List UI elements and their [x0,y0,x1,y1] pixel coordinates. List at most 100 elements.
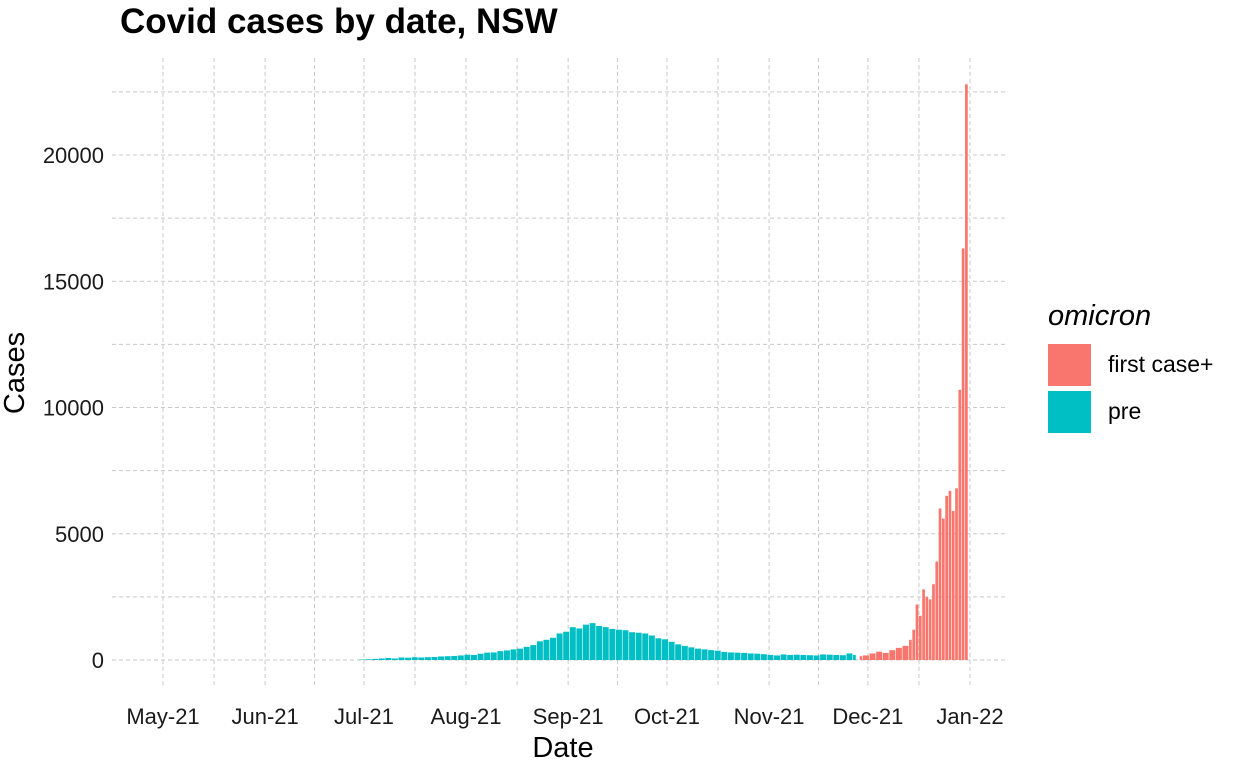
bar-2021-12-23 [938,508,942,660]
bar-2021-12-18 [922,589,925,660]
x-tick-labels: May-21 Jun-21 Jul-21 Aug-21 Sep-21 Oct-21 Nov-… [126,704,1003,729]
bar-2021-10-24 [741,652,748,660]
bar-2021-10-10 [694,648,701,660]
bar-2021-07-28 [451,655,458,660]
bar-2021-07-24 [438,656,445,660]
legend-title: omicron [1048,300,1152,332]
bar-2021-09-18 [622,630,629,660]
bar-2021-08-03 [470,654,477,660]
legend-label-pre: pre [1108,398,1142,424]
bar-2021-12-21 [932,584,935,660]
y-tick-label: 15000 [43,269,104,294]
bar-2021-11-15 [813,655,820,660]
bar-2021-07-12 [398,657,405,660]
bar-2021-10-06 [681,645,688,660]
bar-2021-11-13 [806,655,813,660]
bar-2021-11-09 [793,654,800,660]
bar-2021-07-04 [372,658,379,660]
bar-2021-07-10 [391,658,398,660]
y-tick-label: 5000 [55,522,104,547]
legend-item-pre: pre [1048,388,1213,435]
bar-2021-08-15 [510,649,517,660]
bar-2021-07-14 [405,657,412,660]
bar-2021-11-07 [787,654,794,660]
bar-2021-11-27 [853,654,856,660]
bar-2021-09-28 [655,638,662,660]
x-tick-label: Jun-21 [231,704,298,729]
bar-2021-09-04 [576,628,583,660]
bar-2021-07-30 [457,655,464,660]
bar-2021-11-19 [826,654,833,660]
bar-2021-11-23 [839,655,846,660]
bar-2021-12-24 [942,518,945,660]
bar-2021-10-04 [675,644,682,660]
bar-2021-07-18 [418,657,425,660]
x-axis-label: Date [532,732,593,764]
bar-2021-10-30 [760,654,767,660]
bar-2021-10-08 [688,647,695,660]
x-tick-label: Oct-21 [634,704,700,729]
bar-2021-12-15 [912,629,916,660]
y-axis-label: Cases [0,332,31,414]
grid-lines [112,58,1005,688]
bar-2021-06-30 [358,659,365,660]
bar-2021-12-27 [951,511,955,660]
x-tick-label: Jul-21 [334,704,394,729]
bar-2021-07-20 [424,657,431,660]
bar-2021-08-13 [503,650,510,660]
bar-2021-10-20 [727,652,734,660]
bar-2021-10-18 [721,651,728,660]
bar-2021-11-05 [780,654,787,660]
bar-2021-08-31 [563,631,570,660]
bar-2021-12-10 [895,647,902,660]
legend: omicron first case+ pre [1048,300,1213,435]
bar-2021-08-01 [464,654,471,660]
bar-2021-12-25 [945,495,948,660]
y-tick-label: 0 [92,648,104,673]
bar-2021-12-04 [876,651,883,660]
bar-2021-07-02 [365,659,372,660]
bar-2021-09-22 [635,632,642,660]
bar-2021-07-22 [431,656,438,660]
bar-2021-07-08 [385,657,392,660]
bar-2021-10-02 [668,641,675,660]
bar-2021-09-30 [662,639,669,660]
legend-swatch-pre [1048,390,1091,433]
bar-2021-10-14 [708,650,715,660]
bar-2021-12-22 [935,561,939,660]
bar-2021-12-19 [925,596,929,660]
bar-2021-12-29 [958,389,962,660]
bar-2021-07-16 [411,657,418,660]
bar-2021-09-12 [602,627,609,660]
bar-2021-09-24 [642,633,649,660]
bar-2021-08-07 [484,652,491,660]
bar-2021-09-02 [569,627,576,660]
bar-2021-12-30 [961,248,965,661]
bar-2021-11-03 [774,655,781,660]
chart-title: Covid cases by date, NSW [120,2,558,41]
y-tick-labels: 0 5000 10000 15000 20000 [43,143,104,673]
bar-2021-07-26 [444,656,451,660]
bar-2021-12-08 [889,650,896,660]
bar-2021-07-06 [378,658,385,660]
y-tick-label: 20000 [43,143,104,168]
legend-label-first-case: first case+ [1108,351,1214,377]
bar-2021-11-11 [800,654,807,660]
bar-2021-08-05 [477,653,484,660]
x-tick-label: Sep-21 [533,704,604,729]
bar-2021-12-12 [902,645,909,660]
bar-2021-11-25 [846,653,853,660]
bar-2021-08-09 [490,652,497,660]
bar-2021-08-19 [523,646,530,660]
bar-2021-09-10 [596,625,603,660]
bar-2021-09-20 [629,632,636,660]
legend-swatch-first-case [1048,343,1091,386]
bar-2021-11-17 [820,654,827,660]
bar-2021-11-01 [767,654,774,660]
bar-2021-12-28 [955,488,958,660]
bar-2021-12-20 [928,599,932,660]
bar-2021-08-21 [530,645,537,660]
bar-2021-11-29 [859,656,863,660]
bar-2021-12-06 [882,652,889,660]
bars [358,84,968,661]
